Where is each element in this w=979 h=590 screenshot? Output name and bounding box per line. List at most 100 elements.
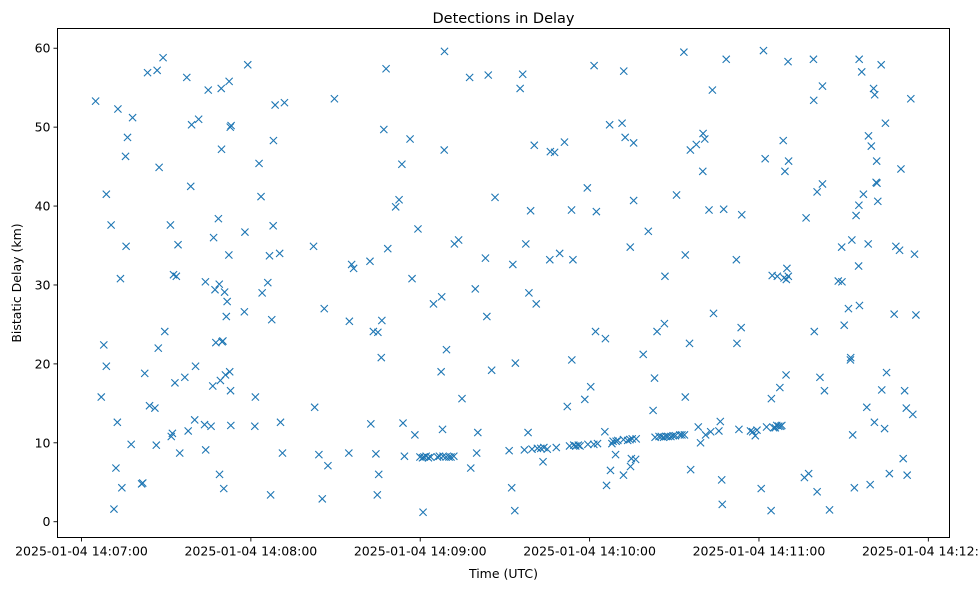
data-point (629, 138, 638, 147)
data-point (759, 46, 768, 55)
data-point (844, 304, 853, 313)
data-point (583, 440, 592, 449)
data-point (846, 353, 855, 362)
data-point (207, 422, 216, 431)
data-point (574, 441, 583, 450)
data-point (217, 84, 226, 93)
data-point (508, 260, 517, 269)
data-point (813, 487, 822, 496)
data-point (318, 494, 327, 503)
data-point (524, 288, 533, 297)
data-point (837, 277, 846, 286)
y-axis-ticks: 0 10 20 30 40 50 60 (35, 41, 58, 529)
data-point (510, 506, 519, 515)
data-point (672, 191, 681, 199)
data-point (698, 167, 707, 176)
data-point (877, 385, 886, 394)
data-point (266, 490, 275, 499)
data-point (240, 228, 249, 237)
data-point (681, 250, 690, 259)
data-point (716, 417, 725, 426)
data-point (782, 264, 791, 273)
data-point (877, 60, 886, 69)
data-point (825, 505, 834, 514)
data-point (491, 193, 500, 202)
data-point (847, 236, 856, 244)
data-point (482, 312, 491, 321)
data-point (258, 288, 267, 297)
data-point (109, 505, 118, 514)
y-axis-label: Bistatic Delay (km) (9, 223, 24, 342)
data-point (846, 355, 855, 364)
data-point (696, 438, 705, 447)
data-point (545, 255, 554, 264)
data-point (591, 327, 600, 336)
x-tick-label: 2025-01-04 14:09:00 (354, 544, 487, 559)
data-point (568, 255, 577, 264)
data-point (890, 310, 899, 319)
data-point (117, 483, 126, 492)
data-point (201, 277, 210, 286)
data-point (855, 55, 864, 64)
data-point (818, 179, 827, 188)
data-point (600, 427, 609, 436)
data-point (472, 449, 481, 458)
data-point (400, 452, 409, 461)
data-point (349, 264, 358, 273)
data-point (250, 422, 259, 431)
data-point (518, 70, 527, 79)
data-point (91, 97, 100, 106)
data-point (145, 401, 154, 410)
data-point (872, 179, 881, 188)
data-point (532, 299, 541, 308)
data-point (869, 84, 878, 93)
data-point (276, 418, 285, 427)
data-point (607, 439, 616, 448)
data-point (190, 415, 199, 424)
data-point (187, 120, 196, 129)
x-tick-label: 2025-01-04 14:10:00 (523, 544, 656, 559)
data-point (347, 260, 356, 269)
data-point (379, 125, 388, 134)
data-point (708, 86, 717, 95)
data-point (872, 157, 881, 166)
data-point (175, 449, 184, 458)
data-point (240, 307, 249, 316)
data-point (97, 393, 106, 402)
data-point (516, 84, 525, 93)
data-point (408, 274, 417, 283)
data-point (257, 192, 266, 201)
data-point (150, 404, 159, 413)
data-point (391, 202, 400, 211)
data-point (773, 272, 782, 281)
data-point (220, 288, 229, 297)
data-point (466, 464, 475, 473)
data-point (818, 82, 827, 91)
data-point (774, 422, 783, 431)
data-point (128, 113, 137, 122)
data-point (619, 471, 628, 480)
data-point (669, 431, 678, 440)
data-point (383, 244, 392, 253)
data-point (225, 77, 234, 86)
chart-title: Detections in Delay (432, 11, 574, 27)
data-point (154, 344, 163, 353)
data-point (777, 421, 786, 430)
data-point (563, 402, 572, 411)
data-point (748, 427, 757, 436)
data-point (152, 441, 161, 450)
data-point (653, 327, 662, 336)
data-point (419, 508, 428, 517)
data-point (719, 205, 728, 214)
data-point (310, 403, 319, 412)
data-point (155, 163, 164, 172)
data-point (481, 254, 490, 263)
data-point (99, 340, 108, 349)
data-point (473, 428, 482, 437)
data-point (243, 60, 252, 69)
data-point (680, 430, 689, 439)
data-point (465, 73, 474, 82)
data-point (906, 94, 915, 103)
data-point (837, 243, 846, 252)
data-point (552, 443, 561, 452)
